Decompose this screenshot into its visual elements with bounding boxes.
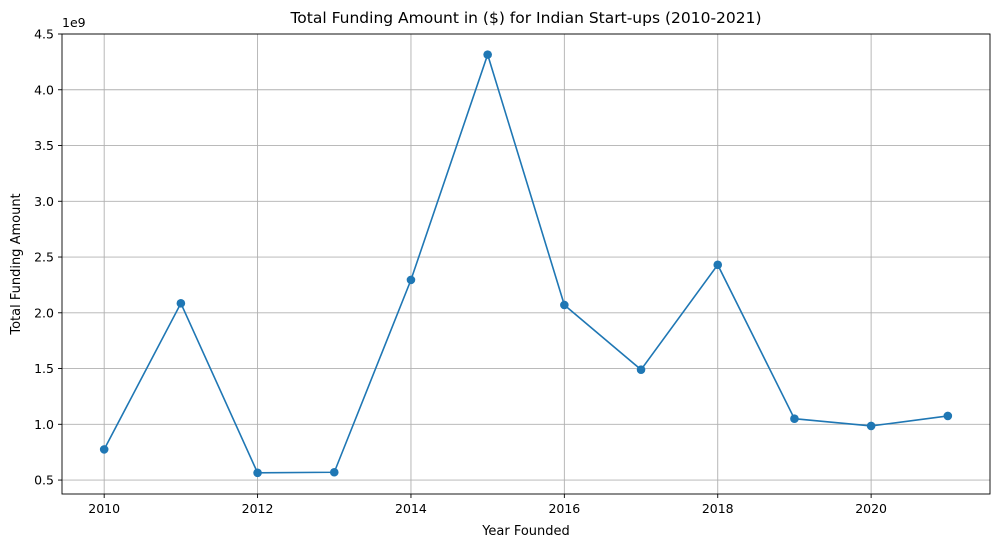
y-tick-label: 1.5 — [34, 361, 54, 376]
data-point — [406, 275, 416, 285]
data-point — [253, 468, 262, 478]
x-axis-label: Year Founded — [481, 524, 570, 539]
data-point — [713, 260, 723, 270]
grid — [62, 33, 990, 494]
y-tick-label: 2.0 — [34, 305, 54, 320]
data-point — [943, 411, 953, 421]
chart-title: Total Funding Amount in ($) for Indian S… — [289, 9, 761, 27]
series-line — [103, 52, 948, 474]
x-axis: 2010 2012 2014 2016 2018 2020 — [88, 494, 887, 516]
y-tick-label: 3.0 — [34, 194, 54, 209]
x-tick-label: 2020 — [855, 501, 887, 516]
y-tick-label: 1.0 — [34, 417, 54, 432]
data-point — [790, 414, 799, 424]
data-point — [329, 467, 339, 477]
y-tick-label: 3.5 — [34, 138, 54, 153]
x-tick-label: 2016 — [548, 501, 580, 516]
data-point — [560, 300, 569, 310]
series-layer — [99, 50, 953, 478]
y-axis-label: Total Funding Amount — [9, 193, 24, 335]
y-offset-label: 1e9 — [62, 15, 86, 30]
y-tick-label: 4.0 — [34, 82, 54, 97]
x-tick-label: 2010 — [88, 501, 120, 516]
data-point — [483, 50, 492, 59]
data-point — [99, 445, 109, 454]
y-axis: 0.5 1.0 1.5 2.0 2.5 3.0 3.5 4.0 4.5 — [34, 27, 62, 488]
data-point — [176, 299, 186, 308]
data-point — [636, 365, 646, 374]
y-tick-label: 2.5 — [34, 250, 54, 265]
plot-frame — [61, 33, 991, 495]
x-tick-label: 2012 — [242, 501, 274, 516]
y-tick-label: 0.5 — [34, 473, 54, 488]
data-point — [866, 421, 876, 431]
x-tick-label: 2018 — [702, 501, 734, 516]
x-tick-label: 2014 — [395, 501, 427, 516]
y-tick-label: 4.5 — [34, 27, 54, 42]
